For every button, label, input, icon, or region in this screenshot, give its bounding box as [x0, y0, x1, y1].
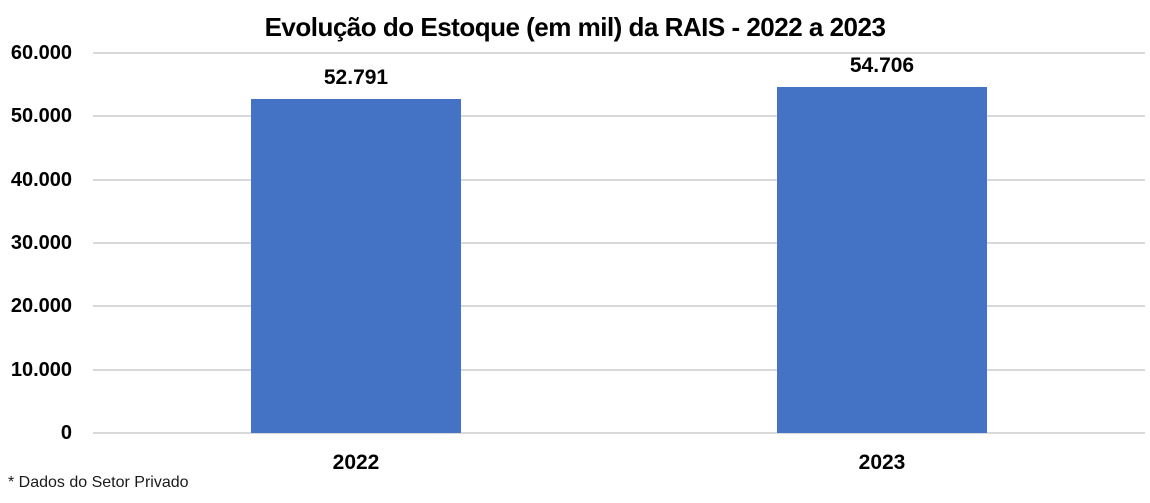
- gridline-40000: [93, 178, 1145, 181]
- gridline-50000: [93, 115, 1145, 118]
- y-axis-tick-label: 50.000: [10, 105, 72, 128]
- gridline-10000: [93, 368, 1145, 371]
- bar-2023: [777, 87, 987, 433]
- gridline-30000: [93, 242, 1145, 244]
- gridline-60000: [93, 52, 1145, 54]
- bar-2022: [251, 99, 461, 433]
- gridline-20000: [93, 305, 1145, 308]
- y-axis-tick-label: 20.000: [10, 295, 72, 318]
- y-axis-tick-label: 0: [60, 422, 72, 444]
- y-axis-tick-label: 40.000: [10, 168, 72, 191]
- bar-value-label-2022: 52.791: [323, 66, 389, 89]
- y-axis-tick-label: 10.000: [10, 358, 72, 381]
- y-axis-tick-label: 30.000: [10, 232, 72, 254]
- plot-area: [93, 52, 1145, 434]
- y-axis-tick-label: 60.000: [10, 42, 72, 64]
- chart-title: Evolução do Estoque (em mil) da RAIS - 2…: [264, 12, 886, 42]
- bar-value-label-2023: 54.706: [849, 54, 915, 77]
- x-axis-label-2023: 2023: [858, 451, 906, 474]
- x-axis-label-2022: 2022: [332, 451, 380, 474]
- gridline-0: [93, 432, 1145, 434]
- chart-footnote: * Dados do Setor Privado: [8, 474, 189, 491]
